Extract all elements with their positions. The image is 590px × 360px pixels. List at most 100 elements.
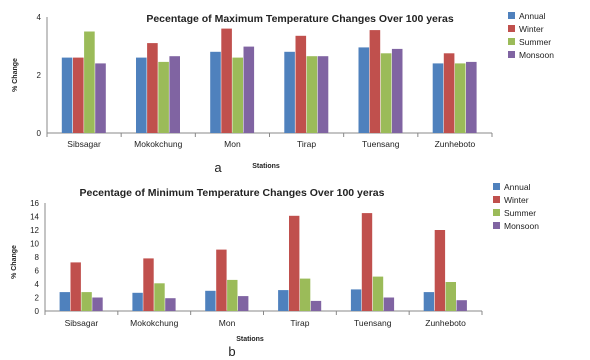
bar-winter-tuensang (361, 213, 373, 311)
y-tick-labels: 0 2 4 6 8 10 12 14 16 (30, 199, 39, 316)
panel-label: b (228, 344, 235, 359)
bar-monsoon-sibsagar (95, 63, 106, 133)
min-temperature-chart: Pecentage of Minimum Temperature Changes… (11, 182, 539, 359)
bar-annual-tirap (278, 290, 289, 311)
legend: Annual Winter Summer Monsoon (508, 11, 554, 60)
chart-title: Pecentage of Minimum Temperature Changes… (79, 187, 384, 199)
category-label: Mokokchung (134, 139, 182, 149)
y-tick-label: 10 (30, 240, 39, 249)
bar-monsoon-mokokchung (165, 298, 176, 311)
legend-swatch (508, 38, 515, 45)
legend-label: Winter (519, 24, 544, 34)
bar-summer-tuensang (380, 53, 392, 134)
legend-swatch (493, 196, 500, 203)
y-tick-label: 0 (35, 307, 40, 316)
y-tick-label: 2 (37, 71, 42, 80)
bar-monsoon-tuensang (383, 297, 395, 311)
bar-summer-sibsagar (81, 292, 92, 311)
bar-winter-zunheboto (443, 53, 455, 134)
category-label: Mon (224, 139, 241, 149)
legend-label: Monsoon (519, 50, 554, 60)
category-separators (44, 311, 483, 315)
category-labels: Sibsagar Mokokchung Mon Tirap Tuensang Zunheb… (67, 139, 475, 149)
bar-monsoon-sibsagar (92, 297, 103, 311)
bar-summer-zunheboto (445, 282, 456, 311)
bar-annual-zunheboto (432, 63, 444, 133)
bar-summer-tuensang (372, 276, 384, 311)
bar-summer-mokokchung (154, 283, 165, 311)
bar-monsoon-mon (238, 296, 249, 311)
bar-annual-sibsagar (61, 57, 73, 133)
category-label: Mokokchung (130, 318, 178, 328)
category-label: Tuensang (354, 318, 392, 328)
legend-swatch (508, 12, 515, 19)
y-tick-label: 6 (35, 267, 40, 276)
x-axis-title: Stations (252, 163, 280, 170)
max-temperature-chart: Pecentage of Maximum Temperature Changes… (12, 11, 554, 175)
bar-winter-sibsagar (73, 57, 84, 133)
category-label: Tirap (297, 139, 316, 149)
bar-annual-mokokchung (136, 57, 147, 133)
bar-annual-tirap (284, 51, 295, 133)
legend-label: Monsoon (504, 221, 539, 231)
bar-group (61, 28, 477, 134)
bar-monsoon-zunheboto (466, 61, 477, 133)
bar-group (59, 213, 467, 312)
bar-annual-mon (205, 290, 216, 312)
category-label: Tirap (290, 318, 309, 328)
category-label: Sibsagar (67, 139, 101, 149)
bar-winter-mon (216, 249, 227, 311)
bar-annual-zunheboto (423, 292, 435, 311)
y-tick-label: 0 (37, 129, 42, 138)
bar-annual-tuensang (350, 289, 362, 311)
category-separators (46, 133, 493, 137)
bar-summer-sibsagar (84, 31, 95, 133)
legend-swatch (493, 209, 500, 216)
bar-monsoon-tuensang (391, 48, 403, 133)
y-tick-label: 8 (35, 253, 40, 262)
y-tick-label: 14 (30, 213, 39, 222)
y-tick-label: 2 (35, 294, 40, 303)
x-axis-title: Stations (236, 336, 264, 343)
bar-winter-mon (221, 28, 232, 134)
category-labels: Sibsagar Mokokchung Mon Tirap Tuensang Zunheb… (65, 318, 467, 328)
bar-winter-tirap (295, 35, 307, 133)
category-label: Sibsagar (65, 318, 99, 328)
y-tick-label: 12 (30, 226, 39, 235)
bar-winter-mokokchung (143, 258, 154, 311)
y-tick-label: 16 (30, 199, 39, 208)
legend-label: Summer (504, 208, 536, 218)
bar-summer-tirap (299, 278, 311, 311)
legend-label: Summer (519, 37, 551, 47)
category-label: Zunheboto (435, 139, 476, 149)
y-tick-label: 4 (35, 280, 40, 289)
bar-summer-tirap (306, 56, 318, 134)
category-label: Mon (219, 318, 236, 328)
bar-summer-mon (227, 279, 238, 311)
legend-swatch (508, 51, 515, 58)
legend-swatch (493, 183, 500, 190)
chart-title: Pecentage of Maximum Temperature Changes… (146, 13, 454, 25)
bar-monsoon-mokokchung (169, 56, 180, 134)
legend-swatch (508, 25, 515, 32)
bar-winter-sibsagar (70, 262, 81, 311)
category-label: Tuensang (362, 139, 400, 149)
bar-annual-mon (210, 51, 221, 133)
category-label: Zunheboto (425, 318, 466, 328)
legend-label: Winter (504, 195, 529, 205)
bar-winter-mokokchung (147, 43, 158, 133)
bar-summer-zunheboto (454, 63, 466, 133)
legend-swatch (493, 222, 500, 229)
y-tick-label: 4 (37, 13, 42, 22)
bar-annual-sibsagar (59, 292, 70, 311)
bar-monsoon-tirap (317, 56, 329, 134)
bar-monsoon-tirap (310, 300, 322, 311)
y-axis-title: % Change (11, 245, 18, 279)
bar-monsoon-zunheboto (456, 300, 467, 311)
bar-annual-mokokchung (132, 292, 143, 311)
y-axis-title: % Change (12, 58, 19, 92)
bar-winter-tuensang (369, 30, 381, 134)
bar-winter-tirap (289, 215, 300, 311)
panel-label: a (214, 160, 222, 175)
